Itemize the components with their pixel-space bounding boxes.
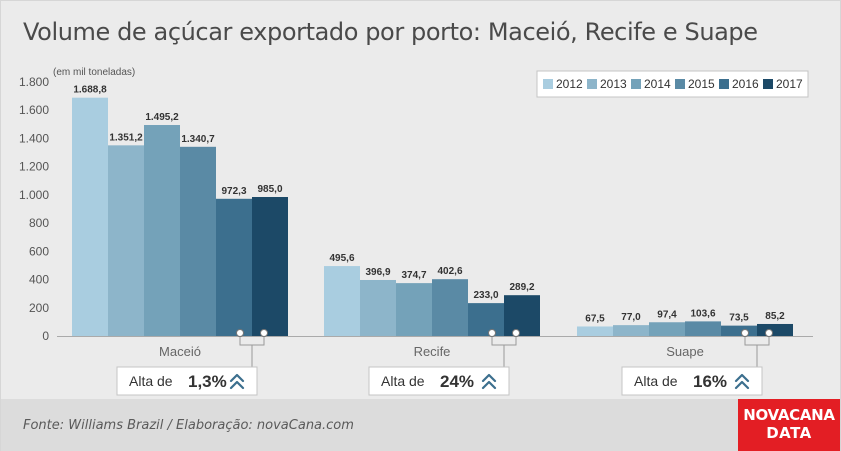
double-chevron-up-icon — [481, 373, 497, 390]
callout-prefix: Alta de — [129, 373, 173, 389]
bar-2017 — [757, 323, 793, 336]
callout-marker — [512, 329, 520, 337]
bar-2012 — [72, 97, 108, 336]
bar-value-label: 77,0 — [621, 312, 641, 323]
source-note: Fonte: Williams Brazil / Elaboração: nov… — [23, 418, 354, 433]
bar-value-label: 289,2 — [509, 282, 534, 293]
y-tick-label: 200 — [29, 301, 49, 315]
y-tick-label: 1.600 — [19, 103, 49, 117]
bar-value-label: 1.340,7 — [181, 134, 215, 145]
legend-label-2013: 2013 — [600, 77, 627, 91]
bar-2014 — [396, 283, 432, 336]
legend-swatch-2014 — [631, 79, 641, 89]
double-chevron-up-icon — [734, 373, 750, 390]
callout-value: 24% — [440, 372, 474, 391]
y-unit-label: (em mil toneladas) — [53, 67, 135, 78]
legend-label-2016: 2016 — [732, 77, 759, 91]
callout-value: 1,3% — [188, 372, 227, 391]
bar-value-label: 985,0 — [257, 184, 282, 195]
bar-2015 — [685, 321, 721, 336]
bar-value-label: 374,7 — [401, 270, 426, 281]
category-label: Recife — [414, 344, 451, 359]
category-label: Maceió — [159, 344, 201, 359]
callout: Alta de 1,3% — [116, 329, 268, 396]
category-label: Suape — [666, 344, 704, 359]
bar-2014 — [144, 125, 180, 336]
bar-2015 — [180, 146, 216, 336]
bar-2016 — [721, 325, 757, 336]
callout-prefix: Alta de — [381, 373, 425, 389]
novacana-data-logo: NOVACANA DATA — [738, 399, 840, 451]
bar-2017 — [504, 295, 540, 336]
callout-bracket — [239, 336, 265, 346]
bar-2014 — [649, 322, 685, 336]
bar-value-label: 402,6 — [437, 266, 462, 277]
bar-value-label: 67,5 — [585, 313, 605, 324]
callout: Alta de 16% — [621, 329, 773, 396]
callout-box — [116, 366, 258, 396]
bar-value-label: 97,4 — [657, 309, 677, 320]
callout-bracket — [744, 336, 770, 346]
legend-label-2014: 2014 — [644, 77, 671, 91]
y-tick-label: 1.800 — [19, 75, 49, 89]
callout-value: 16% — [693, 372, 727, 391]
bar-2013 — [613, 325, 649, 336]
bar-2012 — [577, 326, 613, 336]
bar-2017 — [252, 197, 288, 336]
bar-2013 — [360, 279, 396, 336]
bar-value-label: 495,6 — [329, 253, 354, 264]
y-tick-label: 600 — [29, 244, 49, 258]
bar-value-label: 972,3 — [221, 186, 246, 197]
bar-value-label: 1.688,8 — [73, 85, 107, 96]
legend-swatch-2013 — [587, 79, 597, 89]
bar-2012 — [324, 266, 360, 336]
bar-value-label: 103,6 — [690, 308, 715, 319]
logo-line-1: NOVACANA — [743, 406, 835, 424]
legend-swatch-2012 — [543, 79, 553, 89]
callout-box — [368, 366, 510, 396]
bar-value-label: 1.495,2 — [145, 112, 179, 123]
legend-label-2015: 2015 — [688, 77, 715, 91]
callout-prefix: Alta de — [634, 373, 678, 389]
bar-chart: (em mil toneladas) 0 200 400 600 800 1.000 1.20… — [19, 67, 813, 396]
bar-value-label: 233,0 — [473, 290, 498, 301]
legend-swatch-2016 — [719, 79, 729, 89]
callout-marker — [236, 329, 244, 337]
y-tick-label: 400 — [29, 273, 49, 287]
callout-marker — [488, 329, 496, 337]
logo-line-2: DATA — [766, 424, 812, 442]
bar-2015 — [432, 279, 468, 336]
y-tick-label: 1.400 — [19, 131, 49, 145]
bar-value-label: 1.351,2 — [109, 132, 143, 143]
y-tick-label: 0 — [42, 329, 49, 343]
legend-swatch-2017 — [763, 79, 773, 89]
footer: Fonte: Williams Brazil / Elaboração: nov… — [1, 399, 840, 451]
legend-box — [536, 70, 809, 98]
bar-2016 — [468, 303, 504, 336]
callout-bracket — [491, 336, 517, 346]
bar-value-label: 73,5 — [729, 313, 749, 324]
y-tick-label: 1.000 — [19, 188, 49, 202]
legend-label-2017: 2017 — [776, 77, 803, 91]
y-tick-label: 1.200 — [19, 160, 49, 174]
bar-2013 — [108, 145, 144, 336]
bar-value-label: 85,2 — [765, 311, 785, 322]
bar-2016 — [216, 198, 252, 336]
legend-swatch-2015 — [675, 79, 685, 89]
legend: 2012 2013 2014 2015 2016 2017 — [536, 70, 809, 98]
callout-marker — [260, 329, 268, 337]
legend-label-2012: 2012 — [556, 77, 583, 91]
callout-marker — [741, 329, 749, 337]
callout: Alta de 24% — [368, 329, 520, 396]
y-tick-label: 800 — [29, 216, 49, 230]
bar-value-label: 396,9 — [365, 267, 390, 278]
callout-box — [621, 366, 763, 396]
callout-marker — [765, 329, 773, 337]
double-chevron-up-icon — [229, 373, 245, 390]
chart-title: Volume de açúcar exportado por porto: Ma… — [23, 18, 758, 46]
